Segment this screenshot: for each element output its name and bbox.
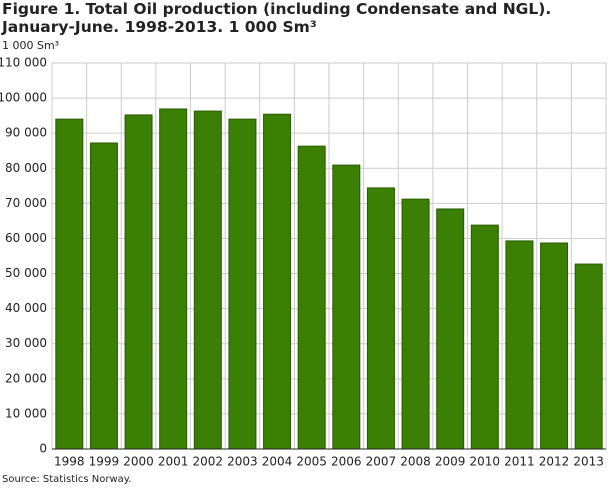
y-tick-label: 80 000 <box>5 161 47 175</box>
x-tick-label: 2009 <box>435 455 466 469</box>
x-tick-label: 2004 <box>262 455 293 469</box>
x-tick-label: 1999 <box>89 455 120 469</box>
chart-title: Figure 1. Total Oil production (includin… <box>2 0 552 36</box>
y-tick-label: 10 000 <box>5 406 47 420</box>
y-tick-label: 20 000 <box>5 371 47 385</box>
bar <box>228 118 257 450</box>
y-tick-label: 0 <box>39 442 47 456</box>
x-tick-label: 2012 <box>539 455 570 469</box>
bar <box>193 110 222 450</box>
bar <box>159 108 188 450</box>
y-tick-label: 50 000 <box>5 266 47 280</box>
y-axis-label: 1 000 Sm³ <box>2 39 59 52</box>
x-tick-label: 2006 <box>331 455 362 469</box>
x-tick-label: 2001 <box>158 455 189 469</box>
x-tick-label: 2007 <box>366 455 397 469</box>
y-tick-label: 90 000 <box>5 126 47 140</box>
bar <box>574 263 603 450</box>
bar <box>124 114 153 450</box>
bar <box>540 242 569 450</box>
x-tick-label: 2008 <box>400 455 431 469</box>
bar <box>366 187 395 450</box>
x-tick-label: 2013 <box>573 455 604 469</box>
x-tick-label: 1998 <box>54 455 85 469</box>
x-tick-label: 2010 <box>470 455 501 469</box>
y-tick-label: 30 000 <box>5 336 47 350</box>
bar <box>297 145 326 450</box>
x-tick-label: 2003 <box>227 455 258 469</box>
bar <box>505 240 534 450</box>
source: Source: Statistics Norway. <box>2 474 131 485</box>
bar <box>263 113 292 450</box>
y-tick-label: 60 000 <box>5 231 47 245</box>
bar <box>89 142 118 450</box>
y-tick-label: 70 000 <box>5 196 47 210</box>
y-tick-label: 110 000 <box>0 56 47 70</box>
x-tick-label: 2002 <box>193 455 224 469</box>
bar <box>470 224 499 450</box>
bar <box>401 198 430 450</box>
bar <box>436 208 465 450</box>
y-tick-label: 40 000 <box>5 301 47 315</box>
x-tick-label: 2000 <box>123 455 154 469</box>
y-tick-label: 100 000 <box>0 91 47 105</box>
bar <box>55 118 84 450</box>
x-tick-label: 2011 <box>504 455 535 469</box>
bar <box>332 164 361 450</box>
x-tick-label: 2005 <box>296 455 327 469</box>
